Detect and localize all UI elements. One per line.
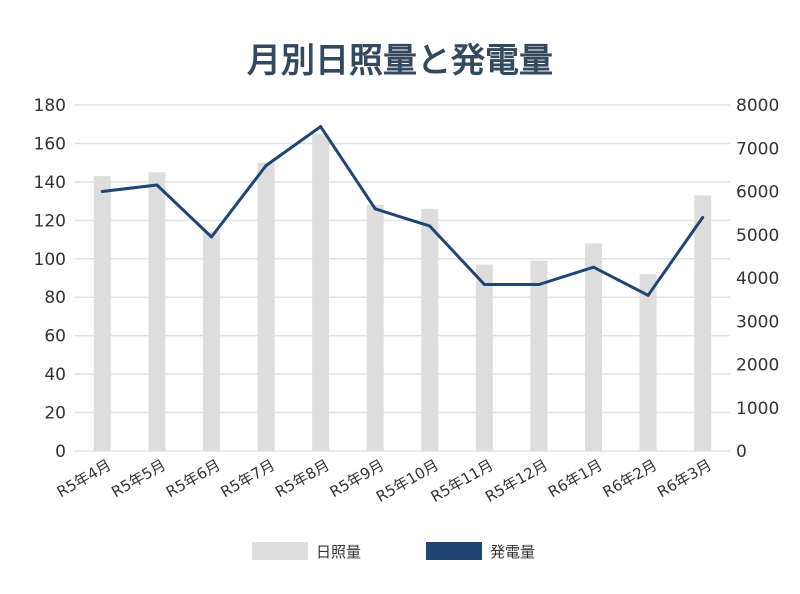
bar-sunlight [312,133,330,452]
legend-label-sunlight: 日照量 [316,543,361,561]
y-right-tick-label: 5000 [736,226,779,246]
y-right-tick-label: 4000 [736,269,779,289]
x-tick-label: R5年8月 [272,456,333,501]
left-axis: 0 20 40 60 80 100 120 140 160 180 [34,96,66,462]
bar-sunlight [93,176,111,451]
legend: 日照量 発電量 [252,542,535,561]
y-left-tick-label: 40 [44,365,66,385]
point-power [373,207,377,211]
bar-sunlight [148,172,166,451]
right-axis: 0 1000 2000 3000 4000 5000 6000 7000 8000 [736,96,779,462]
point-power [264,164,268,168]
legend-swatch-power [426,542,482,560]
grid-lines [75,104,730,452]
y-left-tick-label: 180 [34,96,66,116]
point-power [537,282,541,286]
bar-sunlight [694,195,712,451]
bar-sunlight [475,264,493,451]
x-tick-label: R5年7月 [217,456,278,501]
legend-swatch-sunlight [252,542,308,560]
x-tick-label: R6年2月 [600,456,661,501]
x-tick-label: R5年4月 [54,456,115,501]
y-right-tick-label: 0 [736,442,747,462]
point-power [482,282,486,286]
y-left-tick-label: 80 [44,288,66,308]
point-power [319,125,323,129]
y-right-tick-label: 2000 [736,356,779,376]
y-left-tick-label: 120 [34,211,66,231]
y-left-tick-label: 20 [44,404,66,424]
x-tick-label: R5年12月 [482,456,551,506]
point-power [592,265,596,269]
y-left-tick-label: 60 [44,327,66,347]
legend-label-power: 発電量 [490,543,535,561]
y-right-tick-label: 1000 [736,399,779,419]
y-left-tick-label: 160 [34,134,66,154]
x-tick-label: R5年6月 [163,456,224,501]
y-right-tick-label: 8000 [736,96,779,116]
y-right-tick-label: 3000 [736,312,779,332]
point-power [646,293,650,297]
bar-series [93,133,712,452]
bar-sunlight [202,231,220,451]
y-left-tick-label: 140 [34,173,66,193]
x-tick-label: R5年5月 [108,456,169,501]
bar-sunlight [530,260,548,451]
bar-sunlight [585,243,603,451]
bar-sunlight [421,208,439,451]
point-power [701,215,705,219]
point-power [428,224,432,228]
point-power [155,183,159,187]
point-power [100,190,104,193]
bar-sunlight [366,204,384,451]
point-power [209,235,213,239]
chart-title: 月別日照量と発電量 [247,41,553,81]
line-series [100,125,705,297]
y-right-tick-label: 6000 [736,183,779,203]
x-tick-label: R6年3月 [654,456,715,501]
line-power [102,125,704,297]
x-axis: R5年4月R5年5月R5年6月R5年7月R5年8月R5年9月R5年10月R5年1… [54,456,715,506]
bar-sunlight [639,274,657,451]
bar-sunlight [257,162,275,451]
y-left-tick-label: 0 [55,442,66,462]
y-left-tick-label: 100 [34,250,66,270]
x-tick-label: R6年1月 [545,456,606,501]
y-right-tick-label: 7000 [736,139,779,159]
